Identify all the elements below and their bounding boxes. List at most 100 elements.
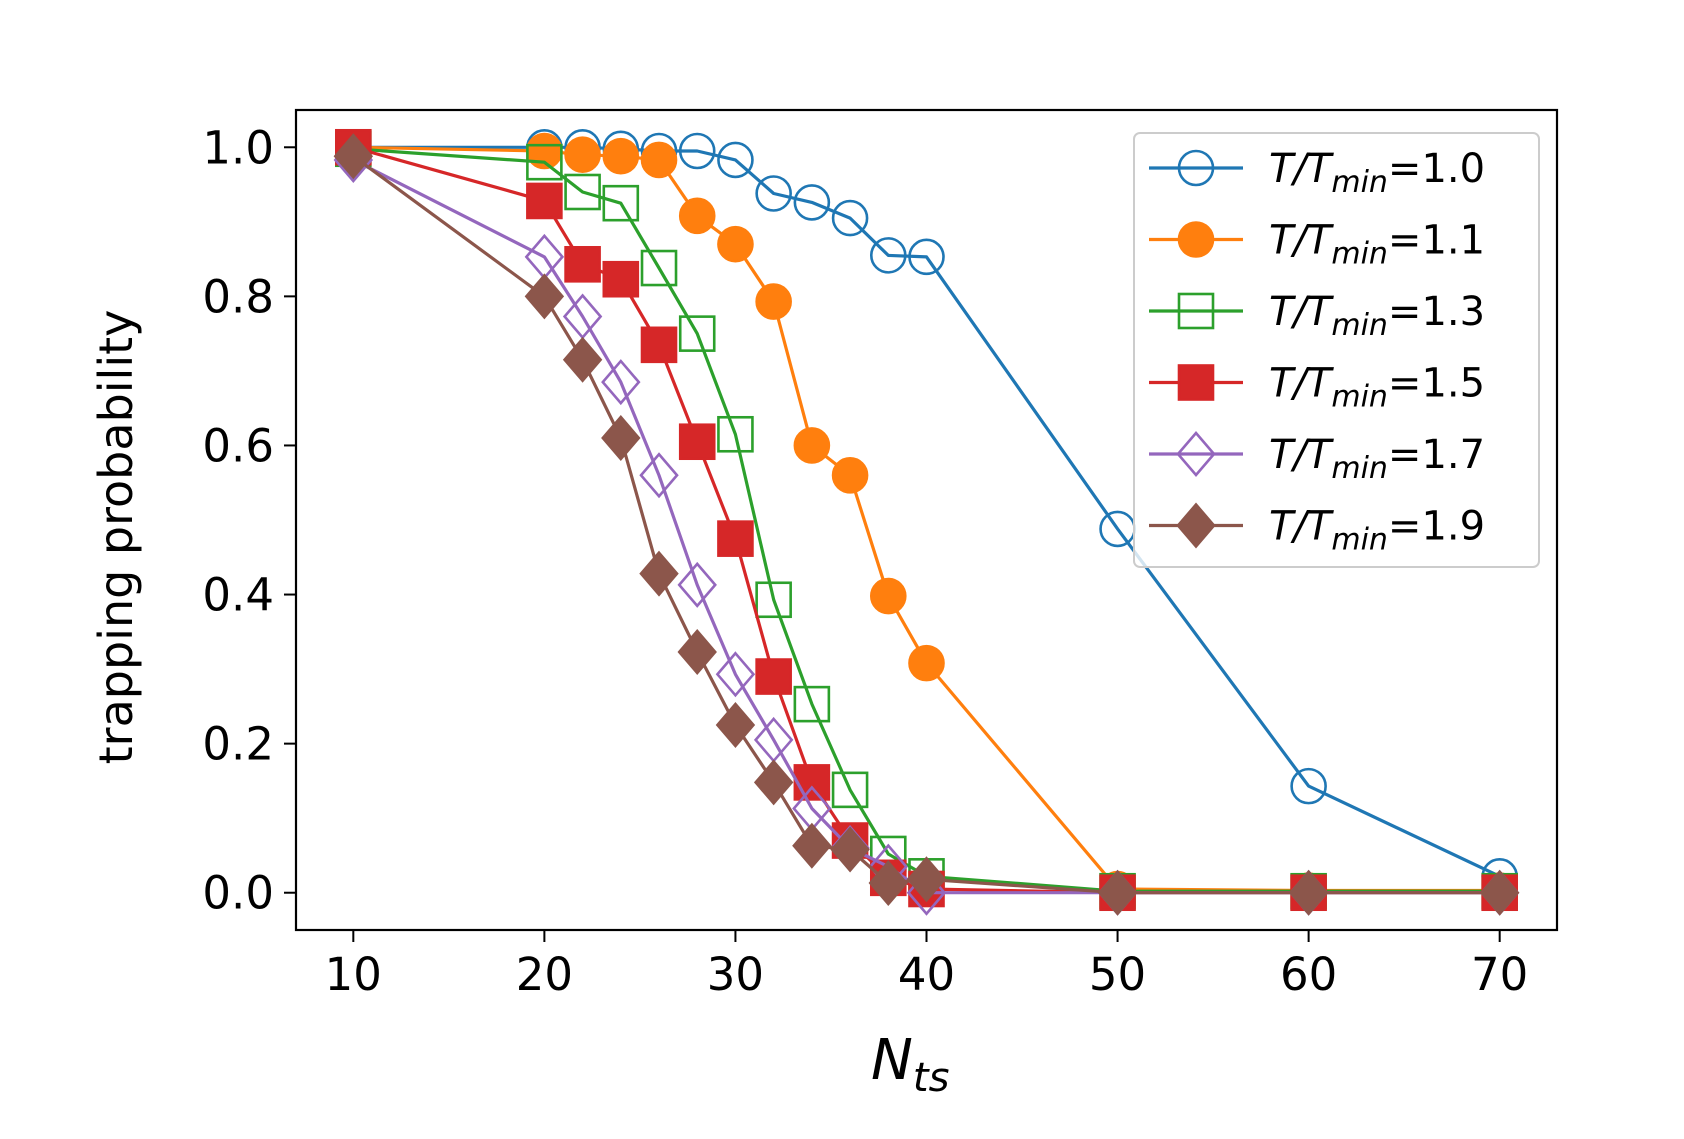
legend-label-name: T/T	[1269, 361, 1335, 407]
y-tick-label: 0.0	[202, 867, 274, 920]
data-point-marker	[830, 826, 870, 873]
data-point-marker	[755, 658, 792, 695]
legend-item: T/Tmin=1.7	[1149, 431, 1485, 486]
legend-label-value: =1.9	[1388, 504, 1485, 550]
legend-label-value: =1.1	[1388, 218, 1485, 264]
data-point-marker	[564, 136, 601, 174]
data-point-marker	[678, 315, 716, 352]
data-point-marker	[678, 197, 716, 235]
data-point-marker	[1290, 767, 1327, 805]
legend-label: T/Tmin=1.3	[1269, 289, 1485, 343]
x-tick-label: 20	[516, 948, 573, 1001]
x-tick-label: 60	[1280, 948, 1337, 1001]
data-point-marker	[906, 856, 947, 903]
data-point-marker	[564, 246, 601, 283]
series-1-9	[333, 133, 1520, 916]
legend-label-subscript: min	[1331, 308, 1388, 343]
data-point-marker	[526, 182, 563, 220]
y-tick-label: 0.4	[202, 569, 274, 622]
x-axis-label-main: N	[871, 1028, 913, 1093]
data-point-marker	[715, 702, 756, 748]
legend-marker	[1177, 149, 1215, 187]
data-point-marker	[715, 651, 756, 698]
data-point-marker	[793, 685, 831, 723]
legend-marker	[1177, 364, 1215, 401]
data-point-marker	[717, 520, 754, 557]
data-point-marker	[869, 237, 907, 274]
legend-marker	[1177, 221, 1215, 258]
legend-label-value: =1.3	[1388, 289, 1485, 335]
y-tick-label: 1.0	[202, 121, 274, 174]
legend-label-subscript: min	[1331, 165, 1388, 200]
legend-item: T/Tmin=1.3	[1149, 289, 1485, 343]
data-point-marker	[562, 336, 603, 383]
legend-label: T/Tmin=1.7	[1269, 432, 1485, 486]
data-point-marker	[639, 550, 679, 597]
data-point-marker	[717, 141, 754, 179]
data-point-marker	[602, 260, 640, 298]
legend-label-name: T/T	[1269, 218, 1335, 264]
data-point-marker	[639, 452, 679, 499]
data-point-marker	[640, 141, 678, 179]
data-point-marker	[753, 759, 794, 806]
plot-area	[333, 128, 1520, 916]
series-line	[353, 147, 1500, 893]
legend-item: T/Tmin=1.9	[1149, 502, 1485, 558]
x-tick-label: 40	[898, 948, 955, 1001]
data-point-marker	[601, 359, 641, 406]
legend-label: T/Tmin=1.5	[1269, 361, 1485, 415]
legend-label-subscript: min	[1331, 380, 1388, 415]
legend-item: T/Tmin=1.0	[1149, 146, 1485, 200]
data-point-marker	[640, 249, 678, 287]
data-point-marker	[755, 175, 792, 212]
data-point-marker	[526, 143, 563, 181]
legend-label: T/Tmin=1.9	[1269, 504, 1485, 558]
data-point-marker	[793, 184, 831, 221]
data-point-marker	[601, 415, 641, 461]
legend-marker	[1177, 292, 1215, 330]
data-point-marker	[831, 771, 869, 809]
data-point-marker	[793, 764, 831, 801]
x-tick-label: 30	[707, 948, 764, 1001]
legend-box	[1133, 132, 1540, 568]
data-point-marker	[908, 238, 945, 276]
data-point-marker	[717, 415, 754, 453]
data-point-marker	[1097, 869, 1138, 916]
data-point-marker	[1479, 869, 1520, 916]
legend-label-value: =1.5	[1388, 361, 1485, 407]
data-point-marker	[755, 581, 792, 619]
x-tick-label: 70	[1471, 948, 1528, 1001]
data-point-marker	[677, 628, 717, 675]
legend-label: T/Tmin=1.0	[1269, 146, 1485, 200]
data-point-marker	[717, 225, 754, 263]
data-point-marker	[793, 427, 831, 464]
data-point-marker	[640, 326, 678, 364]
legend-label-name: T/T	[1269, 289, 1335, 335]
y-tick-label: 0.6	[202, 419, 274, 472]
legend-item: T/Tmin=1.1	[1149, 218, 1485, 272]
legend-label-subscript: min	[1331, 237, 1388, 272]
x-axis-label: Nts	[871, 1028, 949, 1101]
y-tick-label: 0.2	[202, 718, 274, 771]
data-point-marker	[755, 283, 792, 320]
data-point-marker	[602, 184, 640, 222]
data-point-marker	[908, 644, 945, 682]
legend-marker	[1176, 502, 1216, 549]
x-axis-label-subscript: ts	[913, 1055, 950, 1101]
data-point-marker	[602, 137, 640, 175]
x-tick-label: 10	[325, 948, 382, 1001]
data-point-marker	[831, 199, 869, 237]
data-point-marker	[792, 822, 832, 869]
y-tick-label: 0.8	[202, 270, 274, 323]
x-tick-label: 50	[1089, 948, 1146, 1001]
legend-label-subscript: min	[1331, 523, 1388, 558]
legend-label-subscript: min	[1331, 451, 1388, 486]
legend-label-name: T/T	[1269, 146, 1335, 192]
legend-label: T/Tmin=1.1	[1269, 218, 1485, 272]
data-point-marker	[831, 456, 869, 494]
legend: T/Tmin=1.0T/Tmin=1.1T/Tmin=1.3T/Tmin=1.5…	[1133, 132, 1540, 568]
legend-label-name: T/T	[1269, 504, 1335, 550]
data-point-marker	[1288, 869, 1329, 916]
y-axis-label: trapping probability	[89, 310, 143, 765]
